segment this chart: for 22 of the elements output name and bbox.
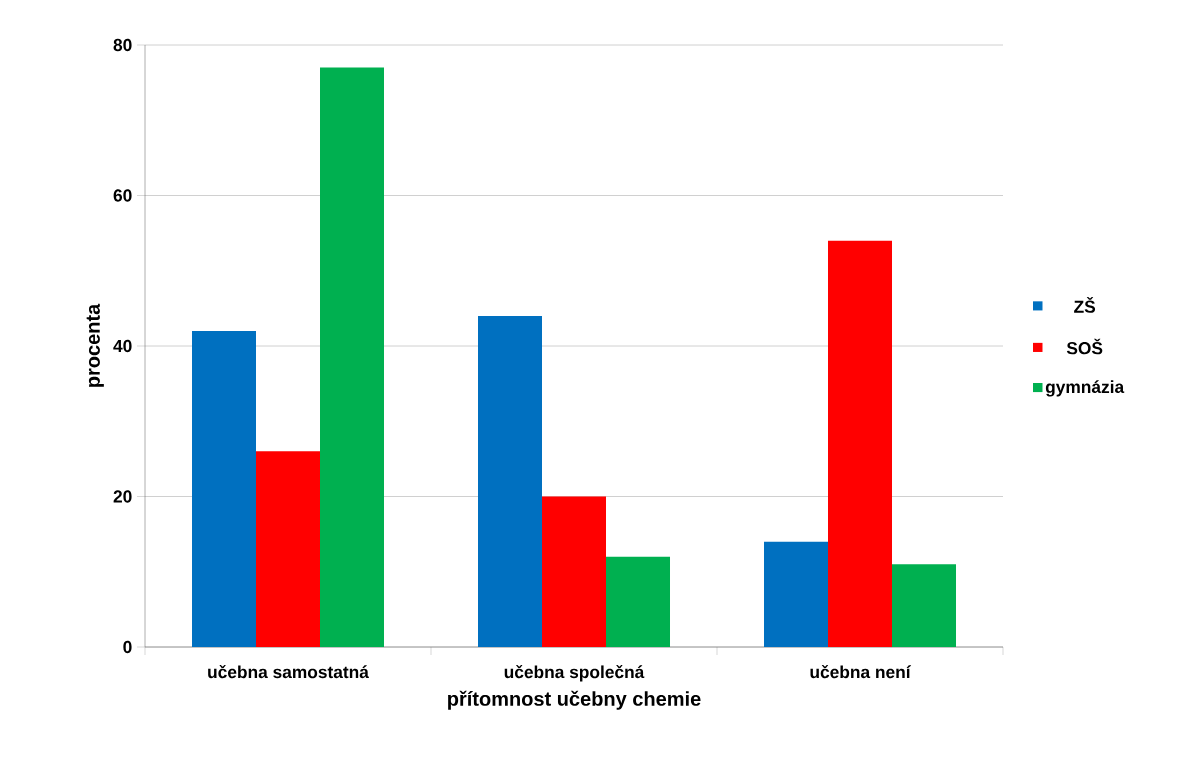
x-tick-label: učebna není <box>810 665 912 679</box>
y-tick-label: 60 <box>113 189 132 202</box>
x-tick-label: učebna společná <box>504 665 645 682</box>
bar <box>764 541 828 647</box>
bar <box>892 564 957 647</box>
bar <box>256 451 320 647</box>
legend-label: SOŠ <box>1066 338 1103 355</box>
legend-label: ZŠ <box>1074 297 1096 313</box>
y-tick-label: 40 <box>113 339 132 353</box>
bar <box>606 556 671 647</box>
bar <box>192 330 256 647</box>
y-tick-label: 80 <box>113 38 132 52</box>
bar <box>828 240 893 647</box>
bar <box>478 315 542 647</box>
y-tick-label: 0 <box>123 640 132 654</box>
y-axis-title: procenta <box>86 303 104 387</box>
bar <box>542 496 606 647</box>
y-tick-label: 20 <box>113 490 132 503</box>
bar <box>320 67 384 647</box>
x-tick-label: učebna samostatná <box>208 665 369 679</box>
legend-label: gymnázia <box>1045 380 1125 397</box>
x-axis-title: přítomnost učebny chemie <box>448 690 701 710</box>
